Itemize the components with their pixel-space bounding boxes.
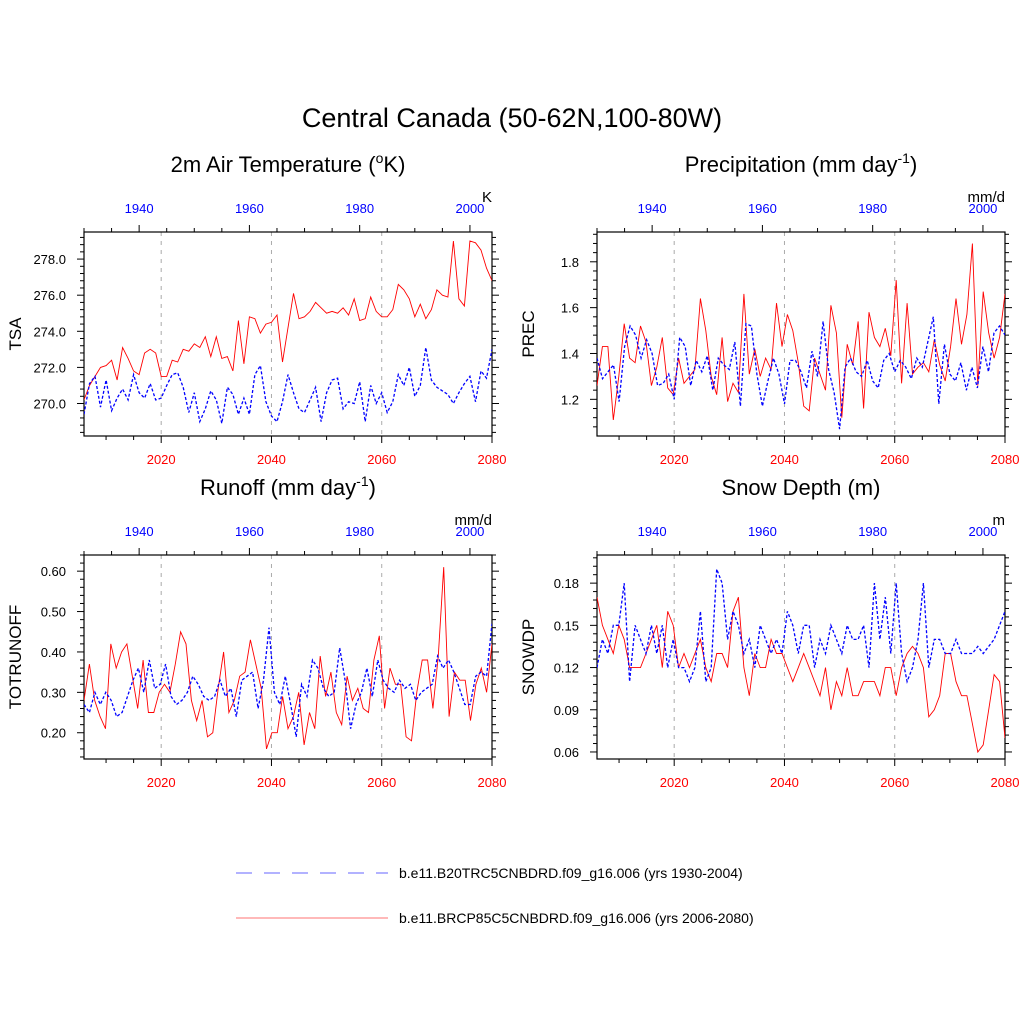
legend-label-historical: b.e11.B20TRC5CNBDRD.f09_g16.006 (yrs 193… [399,865,743,881]
panel-2-title-main: Runoff (mm day [200,475,356,500]
panel-0-xtick-top-label: 1940 [125,201,154,216]
panel-2-ylabel: TOTRUNOFF [6,605,25,710]
figure-title: Central Canada (50-62N,100-80W) [302,103,722,133]
panel-2-series-historical [84,623,492,737]
panel-2-frame [83,554,493,760]
panel-2-title-after: ) [369,475,376,500]
panel-1-xtick-top-label: 1980 [858,201,887,216]
panel-0-xtick-bottom-label: 2040 [257,452,286,467]
panel-3-ytick-label: 0.09 [554,703,579,718]
panel-3-series-future [597,597,1005,754]
panel-0-xtick-bottom-label: 2020 [147,452,176,467]
panel-1-xtick-bottom-label: 2080 [991,452,1020,467]
panel-0-series-historical [84,347,492,424]
panel-0-xtick-bottom-label: 2060 [367,452,396,467]
legend: b.e11.B20TRC5CNBDRD.f09_g16.006 (yrs 193… [236,865,754,926]
panel-2-ytick-label: 0.20 [41,726,66,741]
panel-1-xtick-top-label: 1940 [638,201,667,216]
panel-2-xtick-top-label: 2000 [455,524,484,539]
panel-3-ytick-label: 0.18 [554,576,579,591]
panel-1-xtick-bottom-label: 2040 [770,452,799,467]
panel-1-ytick-label: 1.4 [561,346,579,361]
panel-2-series-future [84,567,492,750]
panel-0-title-sup: o [376,150,384,166]
panel-2-xtick-bottom-label: 2040 [257,775,286,790]
panel-3-xtick-top-label: 2000 [968,524,997,539]
panel-0-title: 2m Air Temperature (oK) [171,150,406,177]
panel-1-series-future [597,243,1005,421]
panel-3-xtick-bottom-label: 2040 [770,775,799,790]
panel-1-xtick-bottom-label: 2060 [880,452,909,467]
panel-2-xtick-bottom-label: 2080 [478,775,507,790]
panel-2-title-sup: -1 [356,473,369,489]
panel-3-xtick-bottom-label: 2060 [880,775,909,790]
panel-1-series-historical [597,316,1005,430]
panel-3-ytick-label: 0.06 [554,745,579,760]
panel-0-series-future [84,240,492,401]
panel-0-frame [83,231,493,437]
panel-1-ytick-label: 1.6 [561,301,579,316]
panel-3-title: Snow Depth (m) [722,475,881,500]
panel-0-xtick-top-label: 2000 [455,201,484,216]
panel-snowdp: Snow Depth (m) m SNOWDP 0.06 0.09 0.12 0.15 0.1… [519,475,1019,790]
panel-1-ytick-label: 1.8 [561,255,579,270]
panel-0-ylabel: TSA [6,317,25,351]
panel-2-title: Runoff (mm day-1) [200,473,376,500]
panel-1-title-main: Precipitation (mm day [685,152,898,177]
panel-1-xtick-top-label: 2000 [968,201,997,216]
panel-1-frame [596,231,1006,437]
panel-3-xtick-top-label: 1940 [638,524,667,539]
panel-0-ytick-label: 274.0 [33,324,66,339]
panel-2-xtick-bottom-label: 2060 [367,775,396,790]
panel-1-xtick-top-label: 1960 [748,201,777,216]
panel-2-ytick-label: 0.50 [41,605,66,620]
panel-3-ytick-label: 0.12 [554,661,579,676]
panel-2-units: mm/d [455,512,493,529]
panel-1-xtick-bottom-label: 2020 [660,452,689,467]
panel-2-xtick-top-label: 1960 [235,524,264,539]
panel-3-ytick-label: 0.15 [554,618,579,633]
panel-2-xtick-top-label: 1940 [125,524,154,539]
panel-1-title-sup: -1 [897,150,910,166]
panel-3-xtick-bottom-label: 2080 [991,775,1020,790]
panel-0-title-after: K) [383,152,405,177]
panel-1-title-after: ) [910,152,917,177]
panel-3-xtick-top-label: 1980 [858,524,887,539]
panel-0-title-main: 2m Air Temperature ( [171,152,377,177]
panel-1-ytick-label: 1.2 [561,392,579,407]
panel-1-units: mm/d [968,189,1006,206]
panel-2-xtick-bottom-label: 2020 [147,775,176,790]
panel-1-title: Precipitation (mm day-1) [685,150,918,177]
panel-0-ytick-label: 272.0 [33,360,66,375]
panel-2-ytick-label: 0.30 [41,685,66,700]
panel-3-title-main: Snow Depth (m) [722,475,881,500]
panel-3-xtick-bottom-label: 2020 [660,775,689,790]
panel-0-xtick-top-label: 1980 [345,201,374,216]
panel-3-xtick-top-label: 1960 [748,524,777,539]
legend-label-future: b.e11.BRCP85C5CNBDRD.f09_g16.006 (yrs 20… [399,910,754,926]
panel-1-ylabel: PREC [519,310,538,357]
panel-0-xtick-top-label: 1960 [235,201,264,216]
panel-3-ylabel: SNOWDP [519,619,538,696]
panel-2-ytick-label: 0.40 [41,645,66,660]
panel-3-frame [596,554,1006,760]
panel-0-ytick-label: 276.0 [33,288,66,303]
panel-2-ytick-label: 0.60 [41,564,66,579]
panel-0-units: K [482,189,492,206]
panel-2-xtick-top-label: 1980 [345,524,374,539]
panel-0-xtick-bottom-label: 2080 [478,452,507,467]
panel-tsa: 2m Air Temperature (oK) K TSA 270.0 272.0 274… [6,150,506,467]
panel-3-units: m [993,512,1006,529]
panel-prec: Precipitation (mm day-1) mm/d PREC 1.2 1.4 1.… [519,150,1019,467]
panel-totrunoff: Runoff (mm day-1) mm/d TOTRUNOFF 0.20 0.30 0.… [6,473,506,790]
panels: 2m Air Temperature (oK) K TSA 270.0 272.0 274… [6,150,1019,790]
panel-0-ytick-label: 270.0 [33,397,66,412]
panel-0-ytick-label: 278.0 [33,252,66,267]
